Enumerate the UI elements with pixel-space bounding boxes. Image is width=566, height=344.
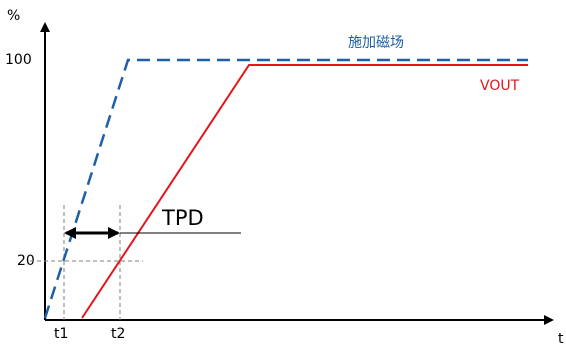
x-tick-t1: t1 xyxy=(54,326,68,342)
magnetic-field-label: 施加磁场 xyxy=(348,35,404,51)
tpd-label: TPD xyxy=(161,206,204,230)
vout-label: VOUT xyxy=(480,78,520,94)
y-tick-20: 20 xyxy=(17,253,35,269)
y-tick-100: 100 xyxy=(5,52,32,68)
magnetic-field-curve xyxy=(43,58,528,319)
x-axis-unit: t xyxy=(558,331,564,344)
x-tick-t2: t2 xyxy=(111,326,125,342)
vout-curve xyxy=(81,64,528,319)
y-axis-unit: % xyxy=(7,8,20,24)
